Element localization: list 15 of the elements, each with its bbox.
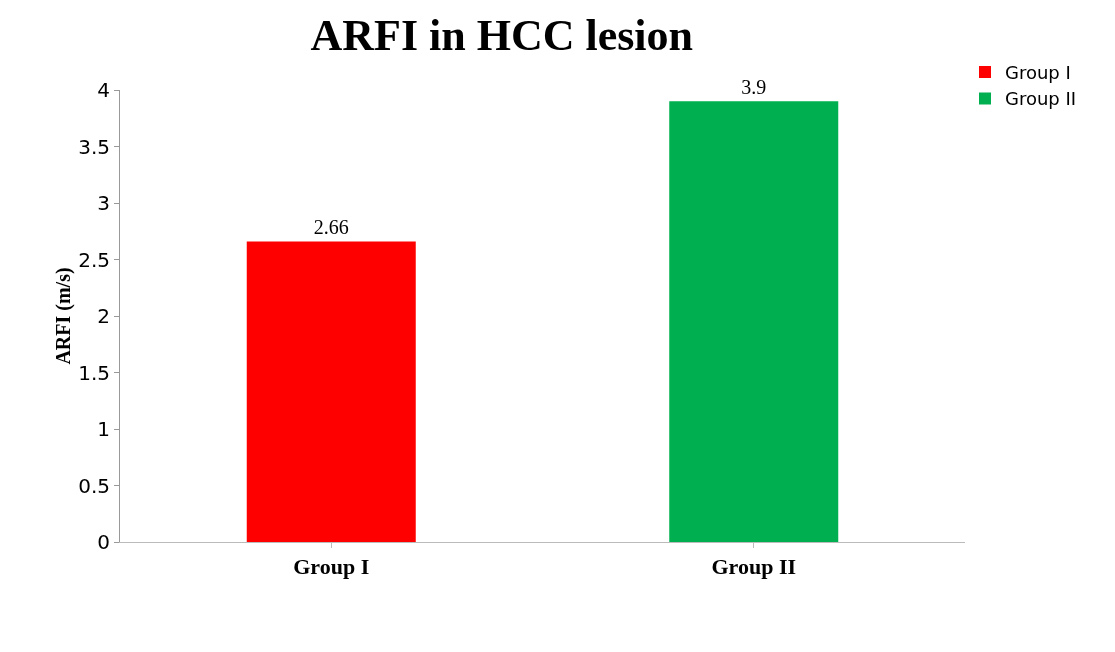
legend-label: Group I	[1005, 62, 1071, 84]
y-tick-label: 4	[97, 78, 110, 102]
y-tick-label: 3.5	[78, 134, 110, 159]
y-axis-title: ARFI (m/s)	[52, 267, 75, 365]
y-tick-label: 0	[97, 530, 110, 554]
data-label: 2.66	[313, 216, 349, 239]
y-tick-label: 1.5	[78, 360, 110, 385]
y-tick-label: 1	[97, 417, 110, 441]
y-tick-label: 3	[97, 191, 110, 215]
data-label: 3.9	[741, 76, 767, 99]
y-tick-label: 2	[97, 304, 110, 328]
y-tick-label: 0.5	[78, 473, 110, 498]
legend-label: Group II	[1005, 88, 1077, 110]
chart-title: ARFI in HCC lesion	[310, 11, 694, 61]
y-tick-label: 2.5	[78, 247, 110, 272]
